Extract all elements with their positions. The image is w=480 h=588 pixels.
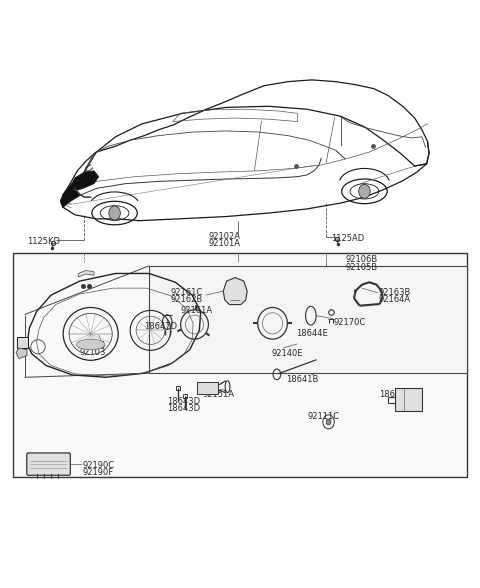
Text: 92103: 92103 (80, 348, 106, 357)
Text: 92161A: 92161A (180, 306, 212, 315)
Text: 18641C: 18641C (379, 390, 411, 399)
Bar (149, 266, 468, 373)
Text: 92162B: 92162B (170, 295, 203, 305)
Circle shape (359, 184, 370, 198)
Text: 92170C: 92170C (333, 318, 366, 328)
Text: 92151A: 92151A (203, 390, 235, 399)
Text: 18643D: 18643D (167, 405, 200, 413)
Text: 92164A: 92164A (379, 295, 411, 305)
Bar (395, 388, 422, 412)
Text: 18643D: 18643D (167, 397, 200, 406)
Polygon shape (72, 171, 99, 191)
Text: 92105B: 92105B (345, 262, 377, 272)
Bar (17, 338, 28, 348)
Text: 18644E: 18644E (297, 329, 328, 338)
Circle shape (326, 419, 331, 425)
Bar (197, 382, 218, 394)
Text: 92161C: 92161C (170, 288, 203, 298)
Text: 92104: 92104 (80, 341, 106, 350)
Polygon shape (60, 183, 80, 207)
Text: 18641B: 18641B (286, 375, 318, 384)
Text: 92163B: 92163B (379, 288, 411, 298)
Text: 92102A: 92102A (209, 232, 241, 241)
Polygon shape (78, 270, 94, 277)
Text: 92106B: 92106B (345, 255, 378, 265)
Text: 92190C: 92190C (82, 461, 114, 470)
Text: 92101A: 92101A (209, 239, 241, 248)
FancyBboxPatch shape (27, 453, 71, 475)
Bar (12, 253, 468, 477)
Polygon shape (16, 348, 27, 359)
Text: 92111C: 92111C (307, 412, 339, 420)
Circle shape (109, 206, 120, 220)
Text: 18647D: 18647D (144, 322, 178, 331)
Text: 92140E: 92140E (271, 349, 302, 358)
Polygon shape (223, 278, 247, 305)
Ellipse shape (76, 339, 105, 350)
Text: 1125KD: 1125KD (27, 237, 60, 246)
Text: 92190F: 92190F (82, 468, 113, 477)
Text: 1125AD: 1125AD (331, 234, 364, 243)
